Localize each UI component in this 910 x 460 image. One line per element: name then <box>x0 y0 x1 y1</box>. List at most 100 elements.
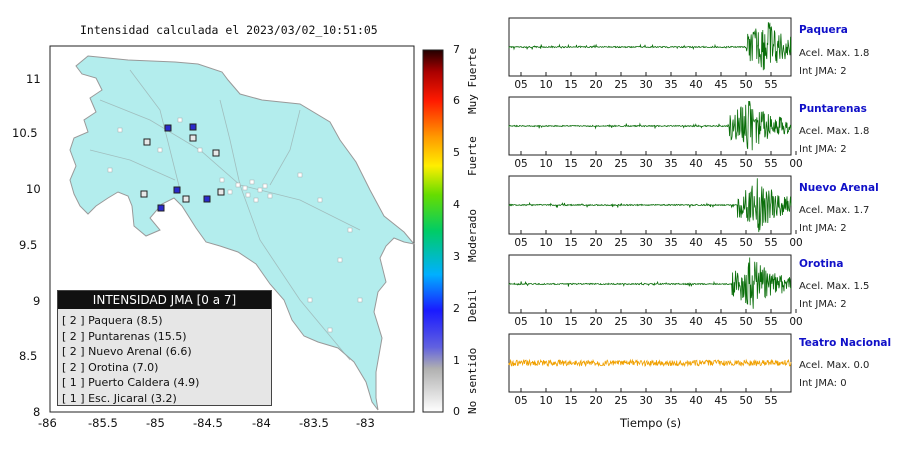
city-marker <box>297 172 303 178</box>
time-tick-label: 40 <box>689 237 703 249</box>
time-tick-label: 30 <box>639 79 653 91</box>
city-marker <box>157 147 163 153</box>
time-tick-label: 35 <box>664 316 678 328</box>
legend-item: [ 1 ] Esc. Jicaral (3.2) <box>62 391 177 405</box>
station-marker <box>203 195 211 203</box>
station-marker <box>143 138 151 146</box>
time-tick-label: 40 <box>689 395 703 407</box>
station-acel: Acel. Max. 1.5 <box>799 281 870 292</box>
time-tick-label: 05 <box>514 79 528 91</box>
time-tick-label: 25 <box>614 79 628 91</box>
time-tick-label: 15 <box>564 158 578 170</box>
city-marker <box>327 327 333 333</box>
legend-title: INTENSIDAD JMA [0 a 7] <box>58 291 271 309</box>
time-tick-label: 45 <box>714 395 728 407</box>
time-tick-label: 30 <box>639 316 653 328</box>
station-marker <box>189 123 197 131</box>
legend-item: [ 2 ] Puntarenas (15.5) <box>62 329 187 343</box>
time-tick-label: 30 <box>639 395 653 407</box>
colorbar <box>422 49 444 413</box>
station-int: Int JMA: 0 <box>799 378 847 389</box>
map-x-tick: -85 <box>146 416 165 430</box>
legend-item: [ 2 ] Orotina (7.0) <box>62 360 159 374</box>
waveform-trace <box>508 257 792 309</box>
city-marker <box>257 187 263 193</box>
time-tick-label: 00 <box>789 316 803 328</box>
colorbar-tick: 7 <box>453 43 460 56</box>
waveform-trace <box>508 22 792 71</box>
city-marker <box>307 297 313 303</box>
map-y-tick: 11 <box>26 72 41 86</box>
time-tick-label: 15 <box>564 395 578 407</box>
map-x-tick: -84 <box>252 416 271 430</box>
time-tick-label: 20 <box>589 79 603 91</box>
station-marker <box>182 195 190 203</box>
map-title: Intensidad calculada el 2023/03/02_10:51… <box>80 23 378 37</box>
city-marker <box>227 189 233 195</box>
legend-item: [ 2 ] Nuevo Arenal (6.6) <box>62 345 192 358</box>
time-tick-label: 00 <box>789 237 803 249</box>
time-tick-label: 15 <box>564 237 578 249</box>
time-tick-label: 55 <box>764 237 778 249</box>
station-acel: Acel. Max. 0.0 <box>799 360 870 371</box>
road-line <box>219 99 241 186</box>
city-marker <box>357 297 363 303</box>
time-tick-label: 45 <box>714 237 728 249</box>
map-y-tick: 10 <box>26 182 41 196</box>
time-tick-label: 15 <box>564 79 578 91</box>
time-tick-label: 35 <box>664 395 678 407</box>
city-marker <box>245 192 251 198</box>
city-marker <box>242 185 248 191</box>
station-int: Int JMA: 2 <box>799 299 847 310</box>
colorbar-tick: 6 <box>453 94 460 107</box>
station-name: Nuevo Arenal <box>799 182 879 194</box>
city-marker <box>347 227 353 233</box>
colorbar-tick: 3 <box>453 250 460 263</box>
time-tick-label: 25 <box>614 158 628 170</box>
city-marker <box>317 197 323 203</box>
time-tick-label: 30 <box>639 237 653 249</box>
map-x-tick: -85.5 <box>88 416 118 430</box>
time-tick-label: 05 <box>514 395 528 407</box>
waveform-trace <box>508 178 792 233</box>
station-acel: Acel. Max. 1.8 <box>799 126 870 137</box>
map-y-tick: 9 <box>33 294 41 308</box>
map-x-tick: -86 <box>38 416 57 430</box>
waveform-trace <box>508 100 792 151</box>
map-x-tick: -83.5 <box>299 416 329 430</box>
time-tick-label: 05 <box>514 158 528 170</box>
time-tick-label: 50 <box>739 237 753 249</box>
station-name: Paquera <box>799 24 848 36</box>
time-tick-label: 35 <box>664 158 678 170</box>
map-y-tick: 8 <box>33 405 41 419</box>
station-int: Int JMA: 2 <box>799 66 847 77</box>
city-marker <box>253 197 259 203</box>
legend-item: [ 1 ] Puerto Caldera (4.9) <box>62 376 200 389</box>
time-tick-label: 40 <box>689 316 703 328</box>
city-marker <box>337 257 343 263</box>
city-marker <box>249 179 255 185</box>
legend-item: [ 2 ] Paquera (8.5) <box>62 314 163 327</box>
map-y-tick: 10.5 <box>12 126 38 140</box>
station-name: Teatro Nacional <box>799 337 892 349</box>
waveform-trace <box>508 358 792 368</box>
time-tick-label: 50 <box>739 158 753 170</box>
colorbar-label: Muy Fuerte <box>466 47 479 114</box>
colorbar-tick: 5 <box>453 146 460 159</box>
city-marker <box>177 117 183 123</box>
time-tick-label: 10 <box>539 237 553 249</box>
time-tick-label: 30 <box>639 158 653 170</box>
costa-rica-landmass <box>69 55 416 411</box>
station-marker <box>157 204 165 212</box>
time-tick-label: 10 <box>539 395 553 407</box>
colorbar-tick: 1 <box>453 354 460 367</box>
station-name: Puntarenas <box>799 103 867 115</box>
time-tick-label: 00 <box>789 158 803 170</box>
city-marker <box>267 193 273 199</box>
time-tick-label: 50 <box>739 395 753 407</box>
road-line <box>269 109 301 186</box>
road-line <box>89 149 176 181</box>
colorbar-label: No sentido <box>466 347 479 414</box>
